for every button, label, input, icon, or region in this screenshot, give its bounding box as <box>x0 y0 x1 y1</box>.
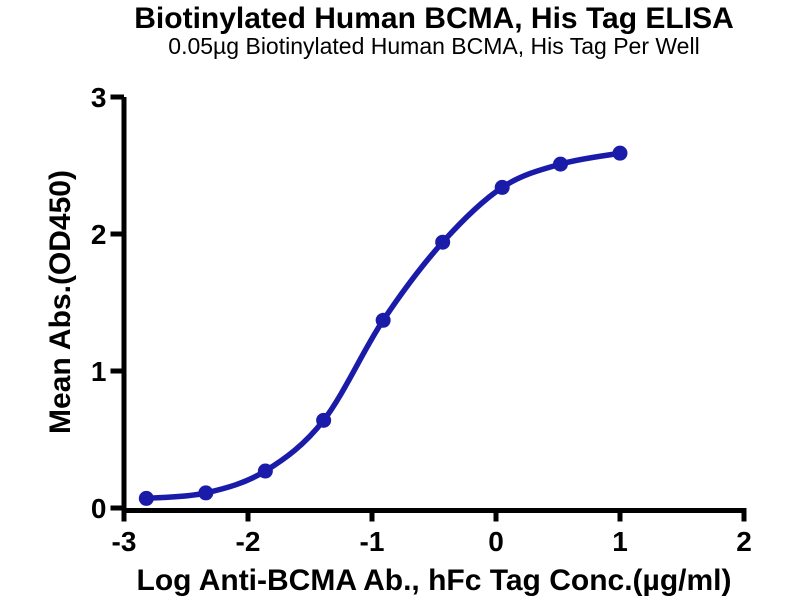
data-point <box>316 412 332 428</box>
data-point <box>257 463 273 479</box>
x-axis-title: Log Anti-BCMA Ab., hFc Tag Conc.(µg/ml) <box>137 564 732 597</box>
x-tick-label: -3 <box>112 526 137 557</box>
data-series <box>138 145 628 506</box>
chart-subtitle: 0.05µg Biotinylated Human BCMA, His Tag … <box>168 33 699 59</box>
chart-title: Biotinylated Human BCMA, His Tag ELISA <box>134 2 734 35</box>
x-tick-label: 1 <box>612 526 628 557</box>
y-axis-title: Mean Abs.(OD450) <box>44 170 77 434</box>
data-point <box>198 485 214 501</box>
x-tick-label: 2 <box>736 526 752 557</box>
y-tick-label: 3 <box>91 82 107 113</box>
y-tick-label: 0 <box>91 493 107 524</box>
data-point <box>612 145 628 161</box>
data-point <box>435 234 451 250</box>
y-tick-label: 2 <box>91 219 107 250</box>
y-tick-label: 1 <box>91 356 107 387</box>
x-tick-label: 0 <box>488 526 504 557</box>
x-tick-label: -1 <box>360 526 385 557</box>
axes <box>110 94 747 522</box>
data-point <box>494 179 510 195</box>
data-point <box>375 312 391 328</box>
x-tick-label: -2 <box>236 526 261 557</box>
tick-labels: -3 -2 -1 0 1 2 0 1 2 3 <box>91 82 752 557</box>
data-point <box>138 490 154 506</box>
data-point <box>552 156 568 172</box>
